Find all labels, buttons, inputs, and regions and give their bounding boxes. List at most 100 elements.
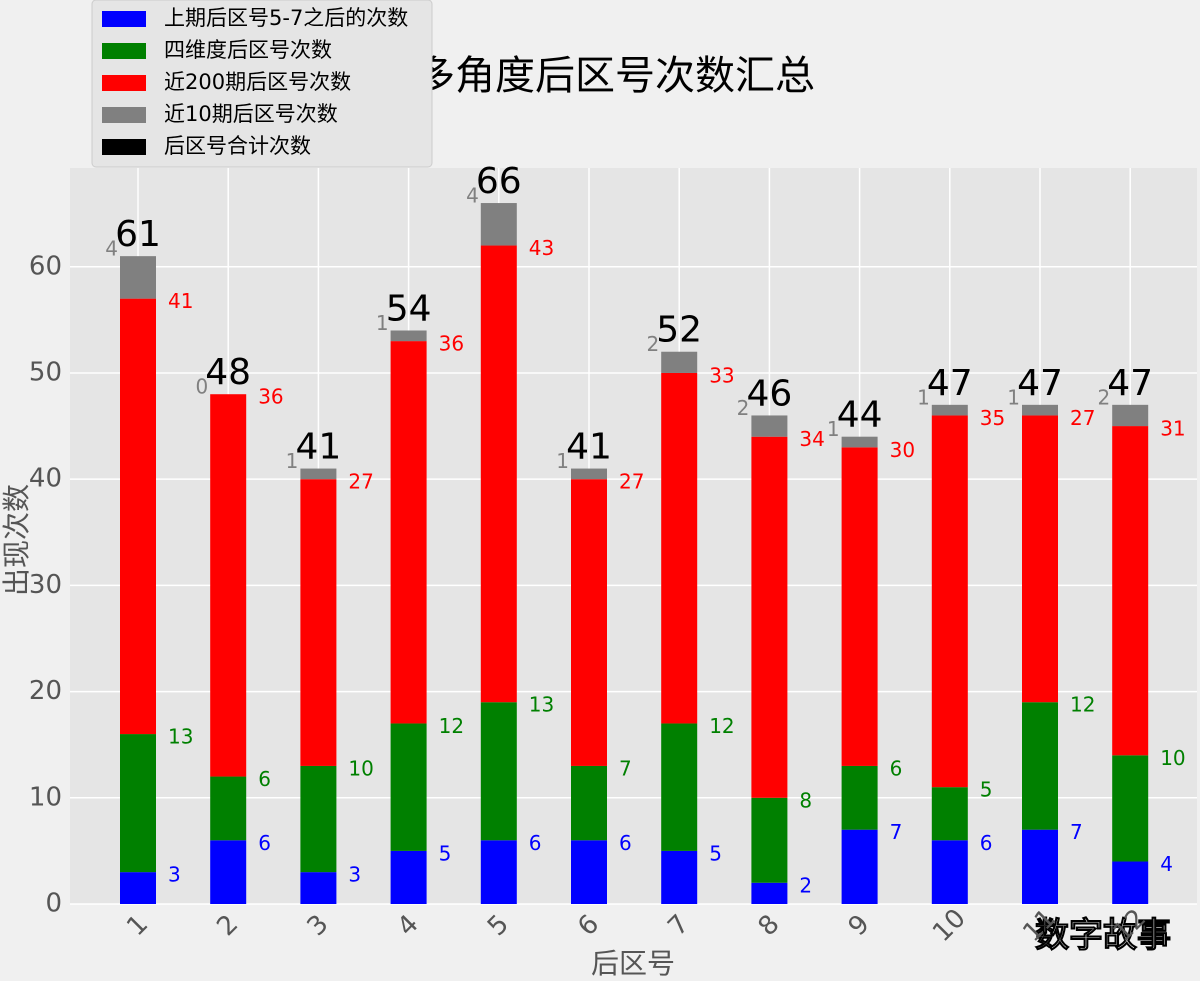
- bar-segment: [210, 394, 247, 777]
- value-label: 8: [799, 788, 812, 812]
- total-label: 52: [656, 310, 702, 351]
- y-tick-label: 20: [29, 676, 62, 706]
- bar-segment: [120, 872, 156, 904]
- value-label: 41: [168, 289, 193, 313]
- value-label: 2: [737, 396, 750, 420]
- bar-segment: [1022, 702, 1058, 830]
- value-label: 13: [529, 693, 554, 717]
- bar-segment: [1112, 755, 1149, 862]
- value-label: 27: [1070, 406, 1095, 430]
- value-label: 12: [439, 714, 464, 738]
- bar-segment: [1022, 404, 1058, 416]
- bar-segment: [751, 415, 788, 437]
- bar-segment: [751, 882, 788, 904]
- value-label: 7: [619, 756, 632, 780]
- value-label: 6: [529, 831, 542, 855]
- y-tick-label: 30: [29, 570, 62, 600]
- bar-segment: [300, 765, 337, 873]
- bar-segment: [931, 404, 968, 416]
- value-label: 5: [439, 841, 452, 865]
- value-label: 36: [439, 332, 464, 356]
- total-label: 47: [1017, 363, 1063, 404]
- value-label: 30: [890, 438, 915, 462]
- bar-segment: [571, 840, 607, 904]
- value-label: 5: [709, 841, 722, 865]
- bar-segment: [661, 723, 698, 851]
- value-label: 36: [258, 385, 283, 409]
- bar-segment: [120, 734, 156, 873]
- bar-segment: [480, 245, 517, 703]
- value-label: 0: [195, 375, 208, 399]
- value-label: 10: [1160, 746, 1185, 770]
- value-label: 33: [709, 363, 734, 387]
- total-label: 41: [566, 427, 612, 468]
- bar-segment: [931, 415, 968, 788]
- value-label: 27: [619, 470, 644, 494]
- bar-segment: [1022, 829, 1058, 904]
- bar-segment: [480, 840, 517, 904]
- value-label: 7: [890, 820, 903, 844]
- bar-segment: [571, 479, 607, 766]
- bar-segment: [480, 203, 517, 246]
- bar-segment: [300, 479, 337, 766]
- legend-label: 四维度后区号次数: [164, 38, 332, 62]
- bar-segment: [480, 702, 517, 841]
- bar-segment: [661, 351, 698, 373]
- plot-area: [70, 168, 1197, 904]
- value-label: 2: [646, 332, 659, 356]
- value-label: 27: [348, 470, 373, 494]
- value-label: 3: [348, 863, 361, 887]
- value-label: 6: [980, 831, 993, 855]
- value-label: 4: [1160, 852, 1173, 876]
- legend-label: 近10期后区号次数: [164, 102, 338, 126]
- bar-segment: [751, 436, 788, 798]
- total-label: 46: [746, 373, 792, 414]
- y-axis-label: 出现次数: [0, 484, 33, 596]
- y-tick-label: 50: [29, 357, 62, 387]
- value-label: 12: [709, 714, 734, 738]
- legend-label: 上期后区号5-7之后的次数: [164, 6, 408, 30]
- value-label: 12: [1070, 693, 1095, 717]
- value-label: 43: [529, 236, 554, 260]
- legend-swatch: [102, 11, 146, 27]
- total-label: 54: [386, 288, 432, 329]
- value-label: 1: [917, 385, 930, 409]
- bar-segment: [1112, 426, 1149, 756]
- value-label: 3: [168, 863, 181, 887]
- bar-segment: [841, 447, 878, 766]
- bar-segment: [841, 765, 878, 830]
- y-tick-label: 60: [29, 251, 62, 281]
- bar-segment: [390, 341, 427, 724]
- bar-segment: [661, 850, 698, 904]
- bar-segment: [210, 776, 247, 841]
- bar-segment: [571, 765, 607, 841]
- bar-segment: [931, 787, 968, 841]
- value-label: 6: [258, 767, 271, 791]
- value-label: 1: [827, 417, 840, 441]
- value-label: 35: [980, 406, 1005, 430]
- value-label: 1: [1007, 385, 1020, 409]
- value-label: 6: [890, 756, 903, 780]
- legend-swatch: [102, 43, 146, 59]
- y-tick-label: 10: [29, 782, 62, 812]
- value-label: 13: [168, 725, 193, 749]
- legend-swatch: [102, 107, 146, 123]
- chart-title: 多角度后区号次数汇总: [415, 53, 815, 99]
- bar-segment: [931, 840, 968, 904]
- value-label: 2: [799, 873, 812, 897]
- value-label: 1: [376, 311, 389, 335]
- total-label: 44: [837, 395, 883, 436]
- total-label: 41: [295, 427, 341, 468]
- bar-segment: [1022, 415, 1058, 703]
- bar-segment: [751, 797, 788, 883]
- total-label: 47: [927, 363, 973, 404]
- y-tick-label: 40: [29, 464, 62, 494]
- total-label: 47: [1107, 363, 1153, 404]
- value-label: 5: [980, 778, 993, 802]
- bar-segment: [300, 872, 337, 904]
- x-axis-label: 后区号: [591, 947, 675, 980]
- bar-segment: [390, 850, 427, 904]
- bar-segment: [841, 436, 878, 448]
- total-label: 48: [205, 352, 251, 393]
